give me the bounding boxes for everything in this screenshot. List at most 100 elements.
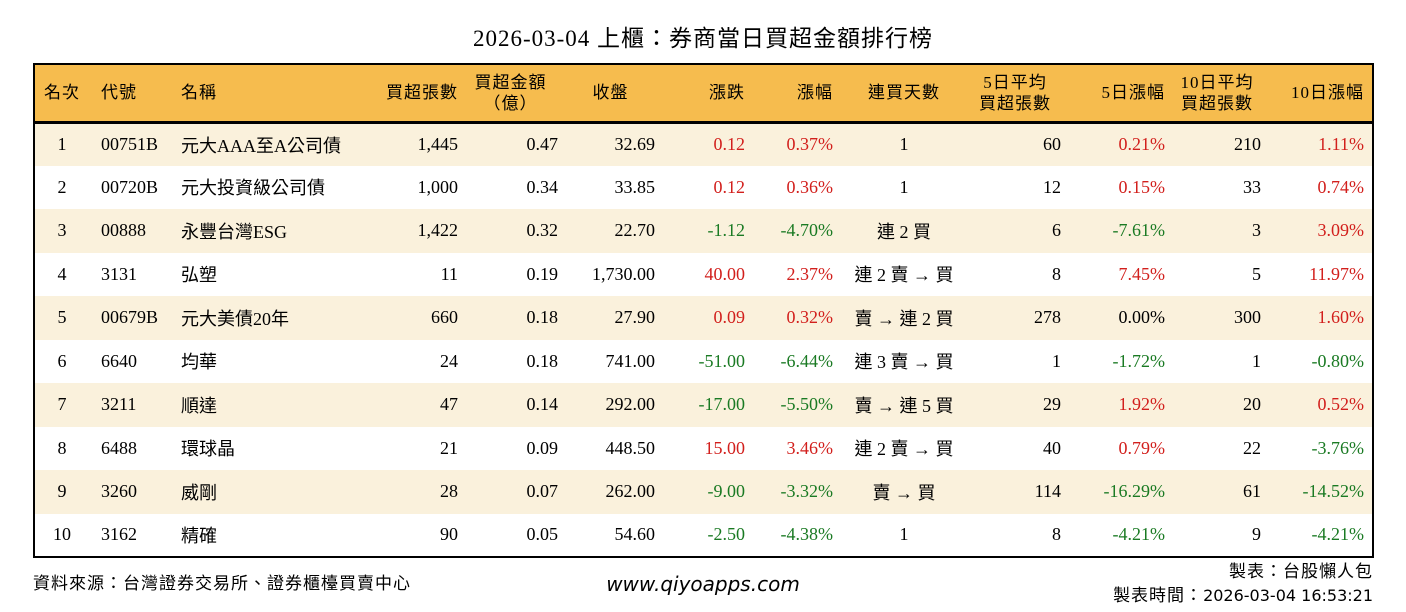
cell-buy_volume: 1,422 (417, 220, 459, 241)
cell-avg5_volume: 278 (1034, 307, 1061, 328)
cell-close: 741.00 (605, 350, 656, 371)
cell-code: 6488 (101, 437, 137, 458)
cell-avg10_volume: 3 (1252, 220, 1261, 241)
cell-streak: 1 (899, 134, 909, 154)
cell-streak: 連 2 買 (877, 221, 931, 242)
cell-change_pct: -6.44% (780, 350, 834, 371)
cell-avg10_volume: 300 (1234, 307, 1261, 328)
footer-made-time-value: 2026-03-04 16:53:21 (1203, 586, 1373, 605)
cell-buy_volume: 660 (431, 307, 458, 328)
column-header-close: 收盤 (566, 64, 661, 124)
cell-avg5_volume: 6 (1052, 220, 1061, 241)
footer-website-url: www.qiyoapps.com (606, 572, 800, 596)
cell-pct5: 7.45% (1118, 263, 1166, 284)
cell-pct10: 0.52% (1317, 394, 1365, 415)
cell-name: 元大投資級公司債 (181, 178, 325, 199)
cell-name: 威剛 (181, 482, 217, 503)
cell-code: 00888 (101, 220, 146, 241)
cell-buy_amount: 0.34 (526, 176, 559, 197)
cell-streak: 1 (899, 524, 909, 545)
cell-buy_amount: 0.18 (526, 350, 559, 371)
cell-buy_volume: 1,000 (417, 176, 459, 197)
cell-avg10_volume: 1 (1252, 350, 1261, 371)
cell-code: 00679B (101, 307, 159, 328)
column-header-change: 漲跌 (661, 64, 751, 124)
cell-name: 環球晶 (181, 439, 235, 460)
cell-name: 順達 (181, 395, 217, 416)
column-header-name: 名稱 (169, 64, 361, 124)
cell-change_pct: 0.36% (786, 176, 834, 197)
cell-code: 3162 (101, 524, 137, 545)
column-header-buy_amount: 買超金額 （億） (463, 64, 566, 124)
cell-avg10_volume: 5 (1252, 263, 1261, 284)
cell-avg5_volume: 8 (1052, 263, 1061, 284)
cell-pct5: 1.92% (1118, 394, 1166, 415)
cell-change: -51.00 (698, 350, 746, 371)
column-header-rank: 名次 (34, 64, 89, 124)
table-row: 8 6488 環球晶 21 0.09 448.50 15.00 3.46% 連 2 賣 → 買 4… (34, 426, 1373, 470)
column-header-streak: 連買天數 (839, 64, 969, 124)
cell-buy_amount: 0.05 (526, 524, 559, 545)
cell-name: 均華 (181, 352, 217, 373)
cell-buy_amount: 0.32 (526, 220, 559, 241)
cell-buy_volume: 11 (440, 263, 458, 284)
footer-credits: 製表：台股懶人包 製表時間：2026-03-04 16:53:21 (1113, 560, 1373, 608)
cell-close: 54.60 (614, 524, 656, 545)
table-row: 4 3131 弘塑 11 0.19 1,730.00 40.00 2.37% 連 2 賣 → 買… (34, 252, 1373, 296)
table-row: 10 3162 精確 90 0.05 54.60 -2.50 -4.38% 1 8 -4.21% 9 -… (34, 513, 1373, 557)
cell-buy_amount: 0.09 (526, 437, 559, 458)
cell-change: -1.12 (707, 220, 746, 241)
cell-buy_amount: 0.19 (526, 263, 559, 284)
cell-change: 0.12 (713, 134, 746, 154)
cell-close: 32.69 (614, 134, 656, 154)
cell-rank: 5 (57, 307, 67, 328)
cell-change: -17.00 (698, 394, 746, 415)
cell-close: 33.85 (614, 176, 656, 197)
cell-avg10_volume: 20 (1243, 394, 1261, 415)
cell-buy_volume: 21 (440, 437, 458, 458)
cell-pct10: 1.11% (1318, 134, 1364, 154)
footer-made-time-label: 製表時間： (1113, 586, 1204, 605)
cell-streak: 賣 → 買 (872, 482, 936, 503)
cell-buy_amount: 0.47 (526, 134, 559, 154)
cell-change_pct: -5.50% (780, 394, 834, 415)
table-row: 3 00888 永豐台灣ESG 1,422 0.32 22.70 -1.12 -4.70% 連 … (34, 209, 1373, 253)
cell-pct10: -4.21% (1311, 524, 1365, 545)
column-header-avg5_volume: 5日平均 買超張數 (969, 64, 1069, 124)
cell-streak: 賣 → 連 2 買 (854, 308, 954, 329)
column-header-pct10: 10日漲幅 (1269, 64, 1373, 124)
cell-buy_volume: 28 (440, 481, 458, 502)
cell-name: 元大AAA至A公司債 (181, 135, 341, 156)
cell-buy_amount: 0.18 (526, 307, 559, 328)
cell-rank: 3 (57, 220, 67, 241)
cell-buy_amount: 0.07 (526, 481, 559, 502)
table-row: 9 3260 威剛 28 0.07 262.00 -9.00 -3.32% 賣 → 買 114 -1… (34, 470, 1373, 514)
footer-made-time: 製表時間：2026-03-04 16:53:21 (1113, 584, 1373, 608)
table-row: 5 00679B 元大美債20年 660 0.18 27.90 0.09 0.32% 賣 → 連… (34, 296, 1373, 340)
cell-streak: 連 2 賣 → 買 (854, 265, 954, 286)
table-row: 2 00720B 元大投資級公司債 1,000 0.34 33.85 0.12 0.36% 1 1… (34, 165, 1373, 209)
cell-pct5: 0.21% (1118, 134, 1166, 154)
cell-avg5_volume: 12 (1043, 176, 1061, 197)
cell-pct5: 0.79% (1118, 437, 1166, 458)
cell-buy_volume: 47 (440, 394, 458, 415)
column-header-avg10_volume: 10日平均 買超張數 (1173, 64, 1269, 124)
cell-pct10: -14.52% (1302, 481, 1365, 502)
ranking-table: 名次 代號 名稱 買超張數 買超金額 （億） 收盤 漲跌 漲幅 連買天數 5日平均 買超張數 5日漲… (33, 63, 1374, 558)
cell-change: 40.00 (704, 263, 746, 284)
cell-buy_volume: 24 (440, 350, 458, 371)
cell-avg5_volume: 8 (1052, 524, 1061, 545)
cell-code: 00720B (101, 176, 159, 197)
cell-close: 22.70 (614, 220, 656, 241)
cell-pct5: -4.21% (1112, 524, 1166, 545)
cell-code: 3260 (101, 481, 137, 502)
cell-buy_volume: 1,445 (417, 134, 459, 154)
cell-pct5: 0.15% (1118, 176, 1166, 197)
cell-change_pct: -4.70% (780, 220, 834, 241)
cell-name: 元大美債20年 (181, 308, 289, 329)
cell-pct10: -0.80% (1311, 350, 1365, 371)
cell-pct10: 0.74% (1317, 176, 1365, 197)
cell-code: 3131 (101, 263, 137, 284)
cell-streak: 1 (899, 176, 909, 197)
cell-avg10_volume: 210 (1234, 134, 1261, 154)
